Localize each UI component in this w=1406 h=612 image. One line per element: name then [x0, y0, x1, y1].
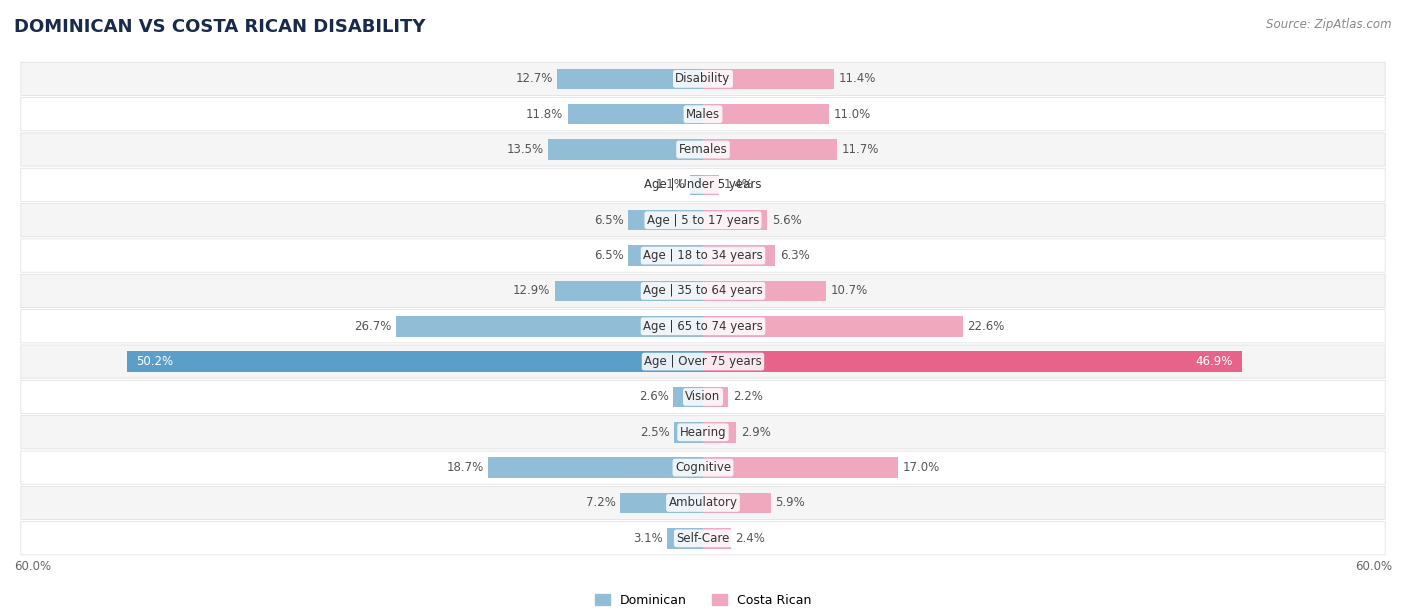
Text: 46.9%: 46.9% — [1195, 355, 1232, 368]
Bar — [690, 174, 703, 195]
Bar — [620, 493, 703, 513]
Legend: Dominican, Costa Rican: Dominican, Costa Rican — [595, 594, 811, 607]
Text: 12.7%: 12.7% — [515, 72, 553, 85]
Text: 60.0%: 60.0% — [1355, 560, 1392, 573]
Text: Hearing: Hearing — [679, 426, 727, 439]
Text: Age | 35 to 64 years: Age | 35 to 64 years — [643, 285, 763, 297]
Bar — [703, 316, 963, 337]
Text: 50.2%: 50.2% — [136, 355, 173, 368]
Bar — [668, 528, 703, 548]
Bar — [703, 493, 770, 513]
FancyBboxPatch shape — [21, 345, 1385, 378]
Bar — [703, 245, 775, 266]
Bar — [703, 422, 737, 442]
FancyBboxPatch shape — [21, 487, 1385, 520]
Bar — [703, 351, 1241, 372]
Text: Age | 18 to 34 years: Age | 18 to 34 years — [643, 249, 763, 262]
Text: 5.6%: 5.6% — [772, 214, 801, 226]
FancyBboxPatch shape — [21, 416, 1385, 449]
Text: Source: ZipAtlas.com: Source: ZipAtlas.com — [1267, 18, 1392, 31]
Text: 13.5%: 13.5% — [506, 143, 543, 156]
Text: Age | Under 5 years: Age | Under 5 years — [644, 178, 762, 192]
Text: 18.7%: 18.7% — [447, 461, 484, 474]
Bar — [703, 457, 898, 478]
Text: Males: Males — [686, 108, 720, 121]
Bar — [628, 210, 703, 231]
FancyBboxPatch shape — [21, 239, 1385, 272]
FancyBboxPatch shape — [21, 380, 1385, 414]
Bar — [703, 69, 834, 89]
Text: 11.0%: 11.0% — [834, 108, 872, 121]
Text: 5.9%: 5.9% — [775, 496, 806, 509]
Bar — [127, 351, 703, 372]
Bar — [488, 457, 703, 478]
Text: 10.7%: 10.7% — [831, 285, 868, 297]
Text: 2.2%: 2.2% — [733, 390, 762, 403]
Text: 2.5%: 2.5% — [640, 426, 669, 439]
Text: 7.2%: 7.2% — [586, 496, 616, 509]
Bar — [703, 210, 768, 231]
Text: 2.6%: 2.6% — [638, 390, 669, 403]
Text: 11.8%: 11.8% — [526, 108, 562, 121]
Text: 2.4%: 2.4% — [735, 532, 765, 545]
FancyBboxPatch shape — [21, 521, 1385, 555]
Text: Age | 65 to 74 years: Age | 65 to 74 years — [643, 319, 763, 333]
Text: 6.5%: 6.5% — [593, 249, 624, 262]
FancyBboxPatch shape — [21, 133, 1385, 166]
Text: 1.4%: 1.4% — [724, 178, 754, 192]
Text: Disability: Disability — [675, 72, 731, 85]
Bar — [557, 69, 703, 89]
Text: Self-Care: Self-Care — [676, 532, 730, 545]
Text: DOMINICAN VS COSTA RICAN DISABILITY: DOMINICAN VS COSTA RICAN DISABILITY — [14, 18, 426, 36]
Bar — [555, 281, 703, 301]
Bar — [703, 104, 830, 124]
Bar — [628, 245, 703, 266]
Text: 1.1%: 1.1% — [657, 178, 686, 192]
Bar — [548, 140, 703, 160]
FancyBboxPatch shape — [21, 97, 1385, 131]
Text: Age | 5 to 17 years: Age | 5 to 17 years — [647, 214, 759, 226]
Text: Age | Over 75 years: Age | Over 75 years — [644, 355, 762, 368]
Text: 3.1%: 3.1% — [633, 532, 662, 545]
FancyBboxPatch shape — [21, 274, 1385, 307]
Bar — [568, 104, 703, 124]
Text: Ambulatory: Ambulatory — [668, 496, 738, 509]
FancyBboxPatch shape — [21, 168, 1385, 201]
Bar — [703, 528, 731, 548]
Text: 17.0%: 17.0% — [903, 461, 941, 474]
Text: Females: Females — [679, 143, 727, 156]
FancyBboxPatch shape — [21, 204, 1385, 237]
Bar — [703, 174, 718, 195]
FancyBboxPatch shape — [21, 451, 1385, 484]
Text: 60.0%: 60.0% — [14, 560, 51, 573]
Bar — [673, 387, 703, 407]
FancyBboxPatch shape — [21, 310, 1385, 343]
Text: 6.3%: 6.3% — [780, 249, 810, 262]
Text: 22.6%: 22.6% — [967, 319, 1004, 333]
FancyBboxPatch shape — [21, 62, 1385, 95]
Bar — [703, 140, 838, 160]
Bar — [675, 422, 703, 442]
Text: Cognitive: Cognitive — [675, 461, 731, 474]
Bar — [703, 281, 825, 301]
Text: 6.5%: 6.5% — [593, 214, 624, 226]
Text: 12.9%: 12.9% — [513, 285, 550, 297]
Text: 11.7%: 11.7% — [842, 143, 879, 156]
Text: 2.9%: 2.9% — [741, 426, 770, 439]
Text: Vision: Vision — [685, 390, 721, 403]
Bar — [703, 387, 728, 407]
Text: 26.7%: 26.7% — [354, 319, 392, 333]
Bar — [396, 316, 703, 337]
Text: 11.4%: 11.4% — [838, 72, 876, 85]
